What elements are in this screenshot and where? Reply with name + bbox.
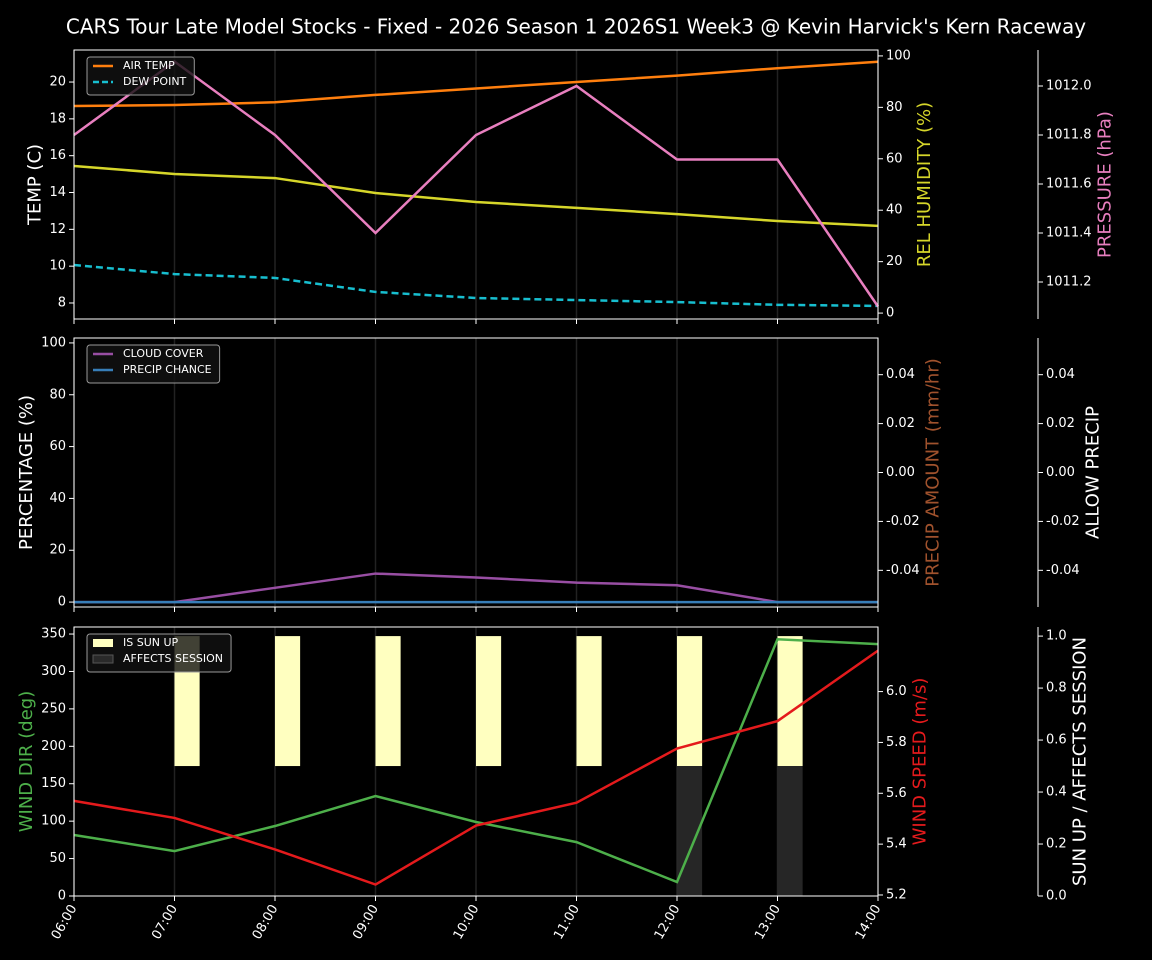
legend-label: IS SUN UP (123, 636, 179, 649)
y-axis-title: PRESSURE (hPa) (1095, 111, 1116, 258)
line-series (74, 572, 878, 604)
y-tick-label: 0.02 (1046, 416, 1075, 431)
line-series (73, 649, 879, 886)
y-tick-label: 0.2 (1046, 837, 1067, 852)
plot-frame (73, 49, 879, 320)
y-tick-label: 1.0 (1046, 629, 1067, 644)
y-tick-label: 6.0 (886, 684, 907, 699)
y-tick-label: 0.02 (886, 416, 915, 431)
y-tick-label: 300 (41, 664, 66, 679)
y-tick-label: 1011.4 (1046, 226, 1092, 241)
y-tick-label: 20 (49, 543, 66, 558)
y-tick-label: 1011.8 (1046, 128, 1092, 143)
y-tick-label: 1011.2 (1046, 275, 1092, 290)
legend-label: PRECIP CHANCE (123, 363, 212, 376)
legend-swatch (92, 654, 114, 664)
bar (777, 636, 803, 767)
y-tick-label: 350 (41, 627, 66, 642)
y-axis-title: PERCENTAGE (%) (16, 395, 37, 550)
legend-box (86, 633, 232, 673)
y-tick-label: 150 (41, 776, 66, 791)
legend: AIR TEMP DEW POINT (86, 56, 195, 96)
y-tick-label: 1011.6 (1046, 177, 1092, 192)
y-axis-title: REL HUMIDITY (%) (914, 102, 935, 267)
line-series (73, 164, 879, 228)
y-tick-label: 0.0 (1046, 889, 1067, 904)
y-tick-label: 100 (886, 48, 911, 63)
y-tick-label: 16 (49, 148, 66, 163)
legend: CLOUD COVER PRECIP CHANCE (86, 344, 221, 384)
y-tick-label: 80 (49, 387, 66, 402)
y-tick-label: 60 (49, 439, 66, 454)
legend: IS SUN UP AFFECTS SESSION (86, 633, 232, 673)
y-tick-label: 200 (41, 739, 66, 754)
y-tick-label: -0.02 (1046, 514, 1080, 529)
y-tick-label: -0.04 (1046, 563, 1080, 578)
y-tick-label: 0.8 (1046, 681, 1067, 696)
y-tick-label: 100 (41, 335, 66, 350)
y-tick-label: 5.2 (886, 887, 907, 902)
y-tick-label: 18 (49, 111, 66, 126)
bar (375, 636, 401, 767)
y-axis-title: WIND SPEED (m/s) (910, 678, 931, 846)
y-tick-label: 100 (41, 814, 66, 829)
chart-title: CARS Tour Late Model Stocks - Fixed - 20… (66, 15, 1086, 39)
legend-label: CLOUD COVER (123, 347, 204, 360)
y-tick-label: 0.04 (1046, 367, 1075, 382)
y-axis-title: WIND DIR (deg) (16, 691, 37, 833)
y-tick-label: 60 (886, 151, 903, 166)
y-tick-label: 0 (58, 889, 66, 904)
y-tick-label: 5.8 (886, 735, 907, 750)
plot-frame (73, 626, 879, 897)
line-series (73, 59, 880, 308)
y-tick-label: 5.6 (886, 786, 907, 801)
y-tick-label: 0.00 (1046, 465, 1075, 480)
y-tick-label: 0.04 (886, 367, 915, 382)
y-tick-label: 12 (49, 222, 66, 237)
y-tick-label: 50 (49, 851, 66, 866)
legend-swatch (93, 639, 113, 647)
y-tick-label: 250 (41, 701, 66, 716)
y-tick-label: 0.6 (1046, 733, 1067, 748)
y-tick-label: -0.02 (886, 514, 920, 529)
bar (476, 636, 502, 767)
y-tick-label: 20 (49, 75, 66, 90)
y-tick-label: 0 (58, 595, 66, 610)
y-axis-title: ALLOW PRECIP (1083, 406, 1104, 539)
bar (576, 636, 602, 767)
y-tick-label: 40 (49, 491, 66, 506)
y-tick-label: 10 (49, 259, 66, 274)
legend-label: AFFECTS SESSION (123, 652, 223, 665)
y-axis-title: PRECIP AMOUNT (mm/hr) (923, 358, 944, 587)
legend-label: DEW POINT (123, 75, 187, 88)
y-tick-label: -0.04 (886, 563, 920, 578)
y-tick-label: 0.00 (886, 465, 915, 480)
y-axis-title: SUN UP / AFFECTS SESSION (1070, 637, 1091, 886)
y-tick-label: 0 (886, 306, 894, 321)
legend-label: AIR TEMP (123, 59, 175, 72)
y-tick-label: 8 (58, 295, 66, 310)
bar (275, 636, 301, 767)
y-tick-label: 1012.0 (1046, 79, 1092, 94)
line-series (73, 637, 879, 884)
y-tick-label: 5.4 (886, 837, 907, 852)
legend-box (86, 344, 221, 384)
y-axis-title: TEMP (C) (24, 144, 45, 226)
y-tick-label: 80 (886, 100, 903, 115)
y-tick-label: 0.4 (1046, 785, 1067, 800)
line-series (73, 60, 879, 108)
line-series (73, 263, 879, 308)
bar (777, 766, 803, 896)
legend-box (86, 56, 195, 96)
y-tick-label: 14 (49, 185, 66, 200)
y-tick-label: 40 (886, 203, 903, 218)
y-tick-label: 20 (886, 254, 903, 269)
